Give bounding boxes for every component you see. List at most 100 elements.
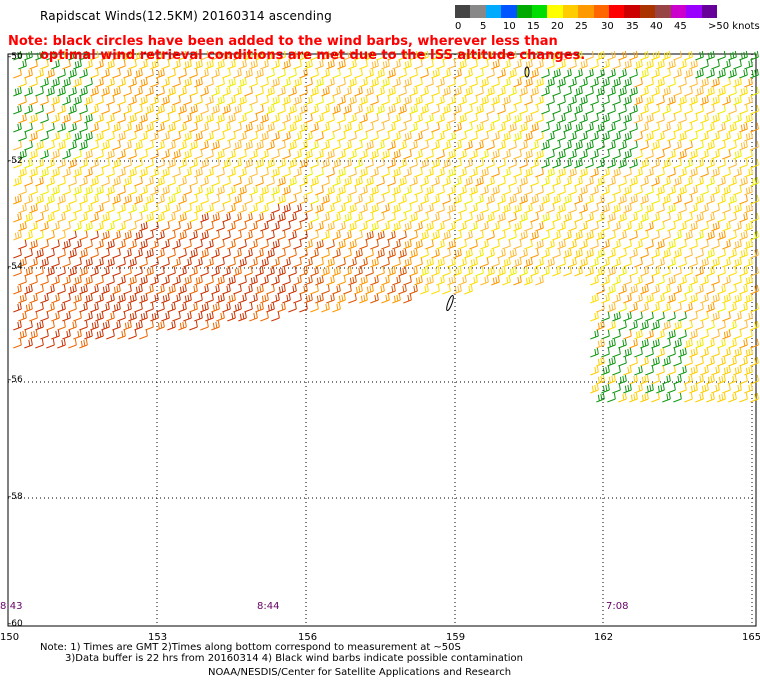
barb-staff bbox=[552, 146, 561, 151]
barb-feather bbox=[299, 167, 302, 175]
wind-barb bbox=[618, 86, 627, 97]
barb-feather bbox=[248, 141, 251, 148]
wind-barb bbox=[271, 59, 280, 70]
wind-barb bbox=[84, 185, 93, 196]
wind-barb bbox=[200, 176, 209, 187]
wind-barb bbox=[260, 59, 269, 70]
barb-feather bbox=[360, 86, 363, 94]
barb-feather bbox=[644, 69, 647, 76]
wind-barb bbox=[519, 104, 528, 115]
wind-barb bbox=[541, 104, 550, 115]
barb-staff bbox=[431, 74, 440, 79]
barb-staff bbox=[35, 128, 44, 133]
wind-barb bbox=[453, 176, 462, 187]
barb-feather bbox=[514, 86, 517, 94]
barb-feather bbox=[206, 194, 209, 202]
barb-staff bbox=[502, 137, 511, 142]
barb-feather bbox=[690, 68, 693, 76]
wind-barb bbox=[733, 113, 742, 124]
barb-feather bbox=[30, 151, 33, 158]
wind-barb bbox=[750, 176, 759, 187]
wind-barb bbox=[711, 167, 720, 178]
barb-feather bbox=[297, 114, 300, 121]
barb-staff bbox=[57, 92, 66, 97]
wind-barb bbox=[370, 185, 379, 196]
barb-feather bbox=[349, 97, 352, 104]
barb-feather bbox=[371, 86, 374, 94]
barb-staff bbox=[46, 128, 55, 133]
barb-feather bbox=[195, 115, 198, 122]
barb-staff bbox=[618, 146, 627, 151]
wind-barb bbox=[387, 122, 396, 133]
barb-feather bbox=[712, 194, 715, 202]
barb-feather bbox=[690, 122, 693, 130]
barb-staff bbox=[282, 101, 291, 106]
barb-feather bbox=[77, 168, 80, 175]
barb-feather bbox=[112, 113, 115, 121]
barb-feather bbox=[638, 60, 641, 67]
wind-barb bbox=[365, 86, 374, 97]
barb-staff bbox=[717, 110, 726, 115]
barb-staff bbox=[574, 164, 583, 169]
barb-staff bbox=[266, 182, 275, 187]
barb-feather bbox=[255, 203, 258, 211]
wind-barb bbox=[343, 122, 352, 133]
wind-barb bbox=[530, 176, 539, 187]
wind-barb bbox=[68, 212, 77, 223]
barb-staff bbox=[519, 200, 528, 205]
barb-staff bbox=[79, 164, 88, 169]
wind-barb bbox=[139, 203, 148, 214]
wind-barb bbox=[541, 194, 550, 205]
barb-feather bbox=[162, 169, 165, 176]
barb-feather bbox=[184, 86, 187, 94]
barb-feather bbox=[583, 186, 586, 193]
barb-feather bbox=[325, 213, 328, 220]
barb-staff bbox=[568, 119, 577, 124]
barb-feather bbox=[200, 149, 203, 157]
barb-feather bbox=[325, 69, 328, 76]
wind-barb bbox=[101, 104, 110, 115]
wind-barb bbox=[706, 194, 715, 205]
wind-barb bbox=[651, 122, 660, 133]
barb-feather bbox=[242, 60, 245, 67]
barb-feather bbox=[30, 194, 33, 202]
barb-feather bbox=[602, 140, 605, 148]
barb-staff bbox=[84, 119, 93, 124]
barb-feather bbox=[706, 113, 709, 121]
barb-staff bbox=[684, 56, 693, 61]
barb-feather bbox=[35, 149, 38, 157]
barb-staff bbox=[623, 173, 632, 178]
wind-barb bbox=[596, 50, 605, 61]
wind-barb bbox=[277, 158, 286, 169]
wind-barb bbox=[288, 194, 297, 205]
barb-staff bbox=[310, 146, 319, 151]
barb-feather bbox=[706, 95, 709, 103]
wind-barb bbox=[519, 158, 528, 169]
barb-feather bbox=[336, 105, 339, 112]
wind-barb bbox=[403, 185, 412, 196]
barb-feather bbox=[508, 113, 511, 121]
barb-feather bbox=[237, 105, 240, 112]
wind-barb bbox=[24, 176, 33, 187]
barb-feather bbox=[679, 158, 682, 166]
wind-barb bbox=[700, 185, 709, 196]
barb-staff bbox=[29, 101, 38, 106]
barb-feather bbox=[101, 149, 104, 157]
wind-barb bbox=[117, 131, 126, 142]
barb-feather bbox=[484, 186, 487, 193]
barb-feather bbox=[182, 87, 185, 94]
barb-staff bbox=[178, 200, 187, 205]
barb-feather bbox=[305, 194, 308, 202]
barb-feather bbox=[347, 195, 350, 202]
barb-feather bbox=[754, 69, 757, 76]
barb-feather bbox=[178, 77, 181, 85]
wind-barb bbox=[359, 203, 368, 214]
barb-staff bbox=[486, 146, 495, 151]
wind-barb bbox=[321, 194, 330, 205]
wind-barb bbox=[79, 122, 88, 133]
wind-barb bbox=[645, 149, 654, 160]
wind-barb bbox=[167, 212, 176, 223]
wind-barb bbox=[684, 176, 693, 187]
barb-feather bbox=[605, 60, 608, 67]
barb-feather bbox=[91, 178, 94, 185]
